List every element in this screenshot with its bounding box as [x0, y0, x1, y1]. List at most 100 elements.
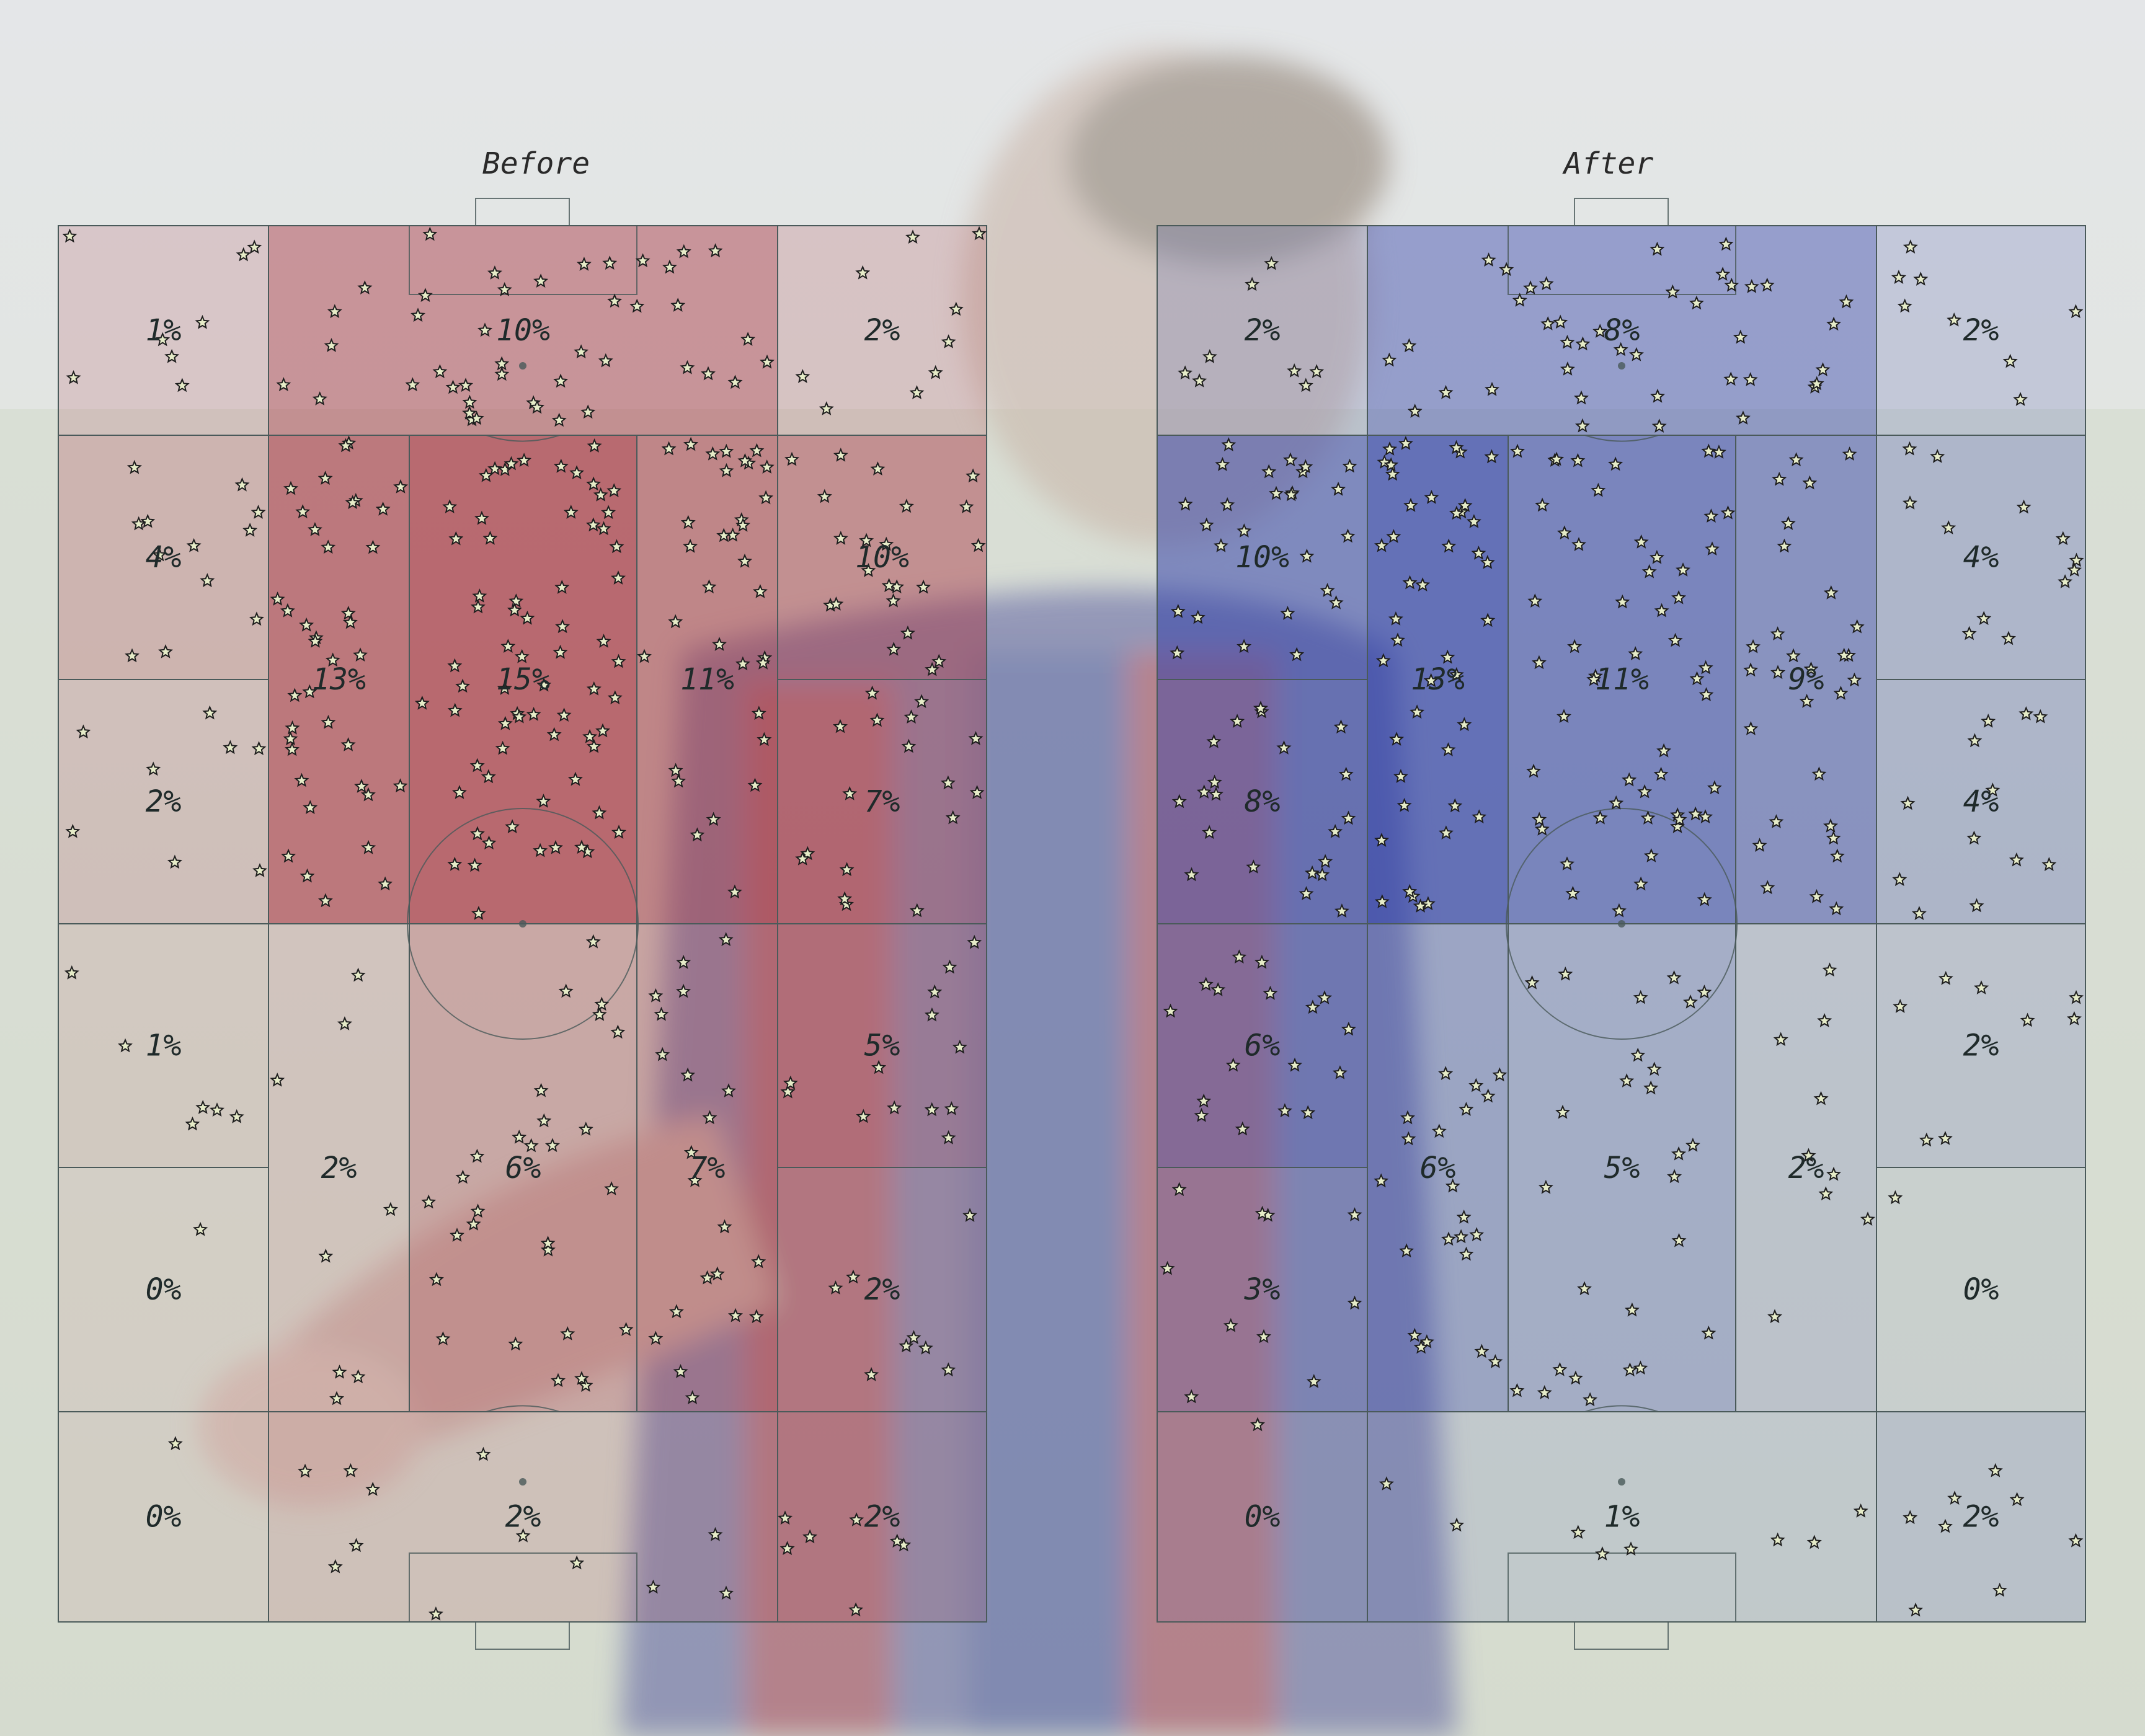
action-star-marker	[594, 996, 610, 1011]
action-star-marker	[1206, 733, 1222, 748]
action-star-marker	[472, 588, 487, 603]
action-star-marker	[1633, 990, 1648, 1004]
action-star-marker	[869, 712, 885, 727]
action-star-marker	[1397, 797, 1412, 812]
action-star-marker	[719, 443, 734, 458]
action-star-marker	[526, 707, 541, 721]
action-star-marker	[712, 637, 727, 651]
action-star-marker	[508, 1336, 523, 1351]
action-star-marker	[969, 784, 985, 799]
action-star-marker	[1707, 780, 1722, 795]
action-star-marker	[1171, 794, 1187, 808]
action-star-marker	[551, 412, 567, 427]
action-star-marker	[1298, 459, 1313, 474]
action-star-marker	[952, 1039, 967, 1054]
bottom-goal	[1574, 1622, 1669, 1650]
action-star-marker	[1822, 962, 1837, 977]
top-penalty-spot	[1618, 362, 1625, 370]
action-star-marker	[1574, 390, 1589, 405]
action-star-marker	[360, 839, 376, 854]
zone-a-r5r	[1876, 1167, 2086, 1412]
action-star-marker	[1549, 451, 1565, 466]
action-star-marker	[1833, 685, 1849, 700]
after-zone-labels: 2% 8% 2% 10% 13% 11% 9% 4% 8% 4% 6% 2% 6% 5% 2% 3% 0% 0% 1…	[1235, 313, 1999, 1534]
action-star-marker	[1431, 1123, 1447, 1138]
zone-label: 0%	[1245, 1500, 1281, 1534]
action-star-marker	[327, 304, 342, 319]
action-star-marker	[1170, 603, 1186, 618]
action-star-marker	[760, 354, 775, 369]
action-star-marker	[1509, 1383, 1525, 1397]
action-star-marker	[185, 1116, 200, 1131]
zone-a-r6l	[1157, 1411, 1368, 1623]
action-star-marker	[450, 1228, 464, 1242]
action-star-marker	[1441, 1231, 1456, 1246]
action-star-marker	[1780, 516, 1796, 530]
action-star-marker	[779, 1541, 795, 1556]
action-star-marker	[1938, 971, 1953, 985]
zone-label: 2%	[146, 784, 182, 819]
action-star-marker	[560, 1326, 575, 1340]
action-star-marker	[1930, 448, 1945, 463]
action-star-marker	[1413, 1339, 1429, 1354]
action-star-marker	[1937, 1518, 1953, 1533]
action-star-marker	[967, 934, 982, 949]
before-action-markers	[62, 226, 987, 1621]
action-star-marker	[1744, 278, 1759, 293]
action-star-marker	[687, 1172, 703, 1187]
action-star-marker	[447, 856, 463, 871]
action-star-marker	[1386, 529, 1401, 543]
action-star-marker	[845, 1269, 861, 1284]
action-star-marker	[598, 353, 613, 368]
action-star-marker	[1527, 593, 1543, 608]
action-star-marker	[655, 1047, 670, 1061]
action-star-marker	[1178, 365, 1193, 380]
action-star-marker	[1892, 872, 1907, 887]
bottom-goal	[475, 1622, 570, 1650]
action-star-marker	[757, 732, 772, 746]
action-star-marker	[751, 706, 766, 720]
action-star-marker	[1171, 1182, 1187, 1197]
action-star-marker	[1178, 496, 1193, 511]
action-star-marker	[737, 553, 752, 568]
action-star-marker	[1903, 1510, 1918, 1525]
action-star-marker	[580, 404, 596, 419]
action-star-marker	[1565, 885, 1581, 900]
action-star-marker	[64, 965, 79, 980]
action-star-marker	[1654, 603, 1669, 618]
action-star-marker	[1759, 277, 1775, 292]
action-star-marker	[1300, 1105, 1316, 1120]
action-star-marker	[1689, 671, 1705, 686]
bottom-six-yard-box	[1508, 1552, 1736, 1623]
center-spot	[519, 920, 526, 928]
zone-label: 6%	[505, 1151, 541, 1185]
action-star-marker	[520, 610, 535, 625]
action-star-marker	[1400, 1110, 1415, 1125]
action-star-marker	[673, 1363, 688, 1378]
action-star-marker	[944, 1100, 959, 1115]
action-star-marker	[855, 265, 871, 280]
action-star-marker	[1560, 335, 1575, 349]
action-star-marker	[839, 862, 855, 877]
action-star-marker	[1557, 525, 1572, 540]
action-star-marker	[1220, 497, 1235, 512]
action-star-marker	[1289, 647, 1305, 662]
action-star-marker	[1809, 376, 1824, 391]
action-star-marker	[1650, 241, 1665, 256]
action-star-marker	[962, 1208, 977, 1222]
action-star-marker	[1888, 1190, 1903, 1205]
action-star-marker	[1398, 435, 1413, 450]
action-star-marker	[1401, 1131, 1416, 1146]
action-star-marker	[587, 438, 602, 453]
action-star-marker	[1393, 769, 1408, 783]
action-star-marker	[242, 523, 258, 537]
action-star-marker	[1263, 985, 1278, 1000]
action-star-marker	[1309, 364, 1325, 378]
action-star-marker	[1485, 381, 1499, 396]
zone-a-r3l	[1157, 679, 1368, 924]
action-star-marker	[533, 843, 548, 857]
action-star-marker	[1459, 1102, 1474, 1116]
before-title: Before	[482, 146, 590, 181]
action-star-marker	[1317, 990, 1333, 1004]
action-star-marker	[517, 453, 532, 467]
